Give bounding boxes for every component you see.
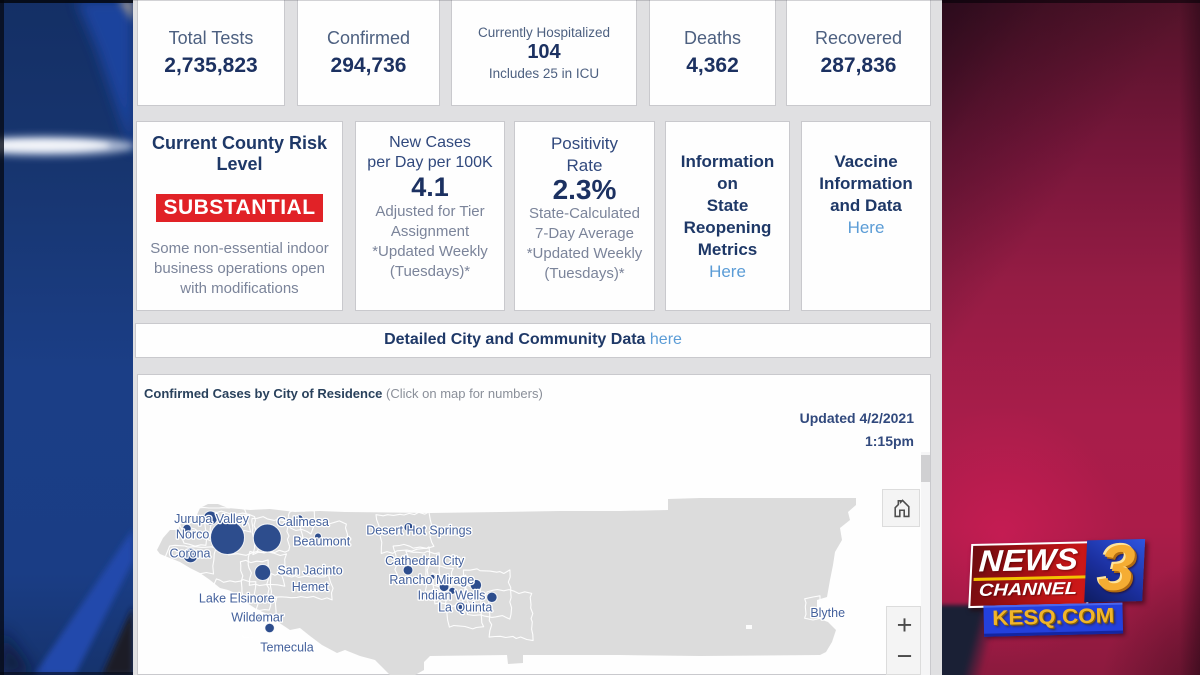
svg-text:Desert Hot Springs: Desert Hot Springs [366,524,472,538]
svg-text:Norco: Norco [176,528,209,542]
svg-text:La Quinta: La Quinta [438,601,492,615]
svg-text:Indian Wells: Indian Wells [418,589,486,603]
svg-text:Temecula: Temecula [260,641,314,655]
svg-text:Cathedral City: Cathedral City [385,554,465,568]
svg-text:Beaumont: Beaumont [293,535,351,549]
svg-text:Blythe: Blythe [810,606,845,620]
svg-text:Hemet: Hemet [292,580,329,594]
svg-text:Wildomar: Wildomar [231,611,284,625]
svg-text:Calimesa: Calimesa [277,515,329,529]
svg-text:Corona: Corona [170,547,211,561]
svg-text:Lake Elsinore: Lake Elsinore [199,592,275,606]
svg-text:Rancho Mirage: Rancho Mirage [389,573,474,587]
svg-text:Jurupa Valley: Jurupa Valley [174,512,250,526]
svg-text:San Jacinto: San Jacinto [277,564,342,578]
